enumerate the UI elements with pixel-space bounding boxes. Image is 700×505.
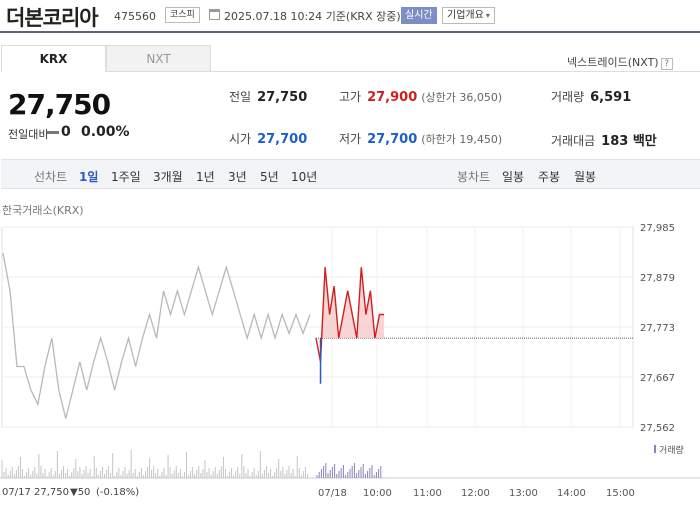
footer-prev-change: ▼50 <box>70 487 91 498</box>
stock-code: 475560 <box>114 10 156 23</box>
stock-name: 더본코리아 <box>6 6 99 30</box>
live-button[interactable]: 실시간 <box>401 7 437 24</box>
tab-divider <box>210 71 700 72</box>
chart-title: 한국거래소(KRX) <box>2 204 84 217</box>
change-value: 0 <box>61 124 71 140</box>
stat-low: 저가 27,700 (하한가 19,450) <box>339 132 503 147</box>
quote-timestamp: 2025.07.18 10:24 기준(KRX 장중) <box>224 10 401 23</box>
candle-monthly[interactable]: 월봉 <box>574 170 597 184</box>
footer-prev-close: 27,750 <box>34 487 69 498</box>
stat-volume: 거래량 6,591 <box>551 90 632 105</box>
calendar-icon <box>209 9 220 20</box>
x-tick-label: 07/18 <box>318 488 347 499</box>
nxt-trade-link[interactable]: 넥스트레이드(NXT)? <box>567 54 673 70</box>
change-label: 전일대비 <box>8 128 49 141</box>
candle-chart-label: 봉차트 <box>457 170 491 184</box>
footer-prev-change-pct: (-0.18%) <box>96 487 140 498</box>
stat-prev: 전일 27,750 <box>229 90 308 105</box>
period-1d[interactable]: 1일 <box>79 170 99 184</box>
period-5y[interactable]: 5년 <box>260 170 279 184</box>
y-tick-label: 27,773 <box>640 323 675 334</box>
period-1w[interactable]: 1주일 <box>111 170 141 184</box>
stat-high: 고가 27,900 (상한가 36,050) <box>339 90 503 105</box>
volume-legend-label: 거래량 <box>659 444 684 456</box>
x-tick-label: 11:00 <box>413 488 442 499</box>
chevron-down-icon: ▾ <box>485 11 490 20</box>
y-tick-label: 27,562 <box>640 423 675 434</box>
volume-legend-icon <box>654 445 656 453</box>
period-10y[interactable]: 10년 <box>291 170 318 184</box>
period-1y[interactable]: 1년 <box>196 170 215 184</box>
x-tick-label: 13:00 <box>509 488 538 499</box>
market-badge: 코스피 <box>165 7 200 23</box>
period-bar: 선차트 1일 1주일 3개월 1년 3년 5년 10년 봉차트 일봉 주봉 월봉 <box>1 159 700 189</box>
stock-header: 더본코리아 475560 코스피 2025.07.18 10:24 기준(KRX… <box>0 0 700 33</box>
stat-amount: 거래대금 183 백만 <box>551 134 657 149</box>
x-tick-label: 15:00 <box>606 488 635 499</box>
y-tick-label: 27,667 <box>640 373 675 384</box>
change-percent: 0.00% <box>81 124 130 140</box>
stat-open: 시가 27,700 <box>229 132 308 147</box>
candle-weekly[interactable]: 주봉 <box>538 170 561 184</box>
x-tick-label: 10:00 <box>363 488 392 499</box>
help-icon[interactable]: ? <box>660 58 673 70</box>
line-chart-label: 선차트 <box>34 170 68 184</box>
x-tick-label: 12:00 <box>461 488 490 499</box>
tab-krx[interactable]: KRX <box>1 45 106 72</box>
period-3m[interactable]: 3개월 <box>153 170 183 184</box>
tab-nxt[interactable]: NXT <box>106 45 211 72</box>
today-series <box>315 267 384 362</box>
period-3y[interactable]: 3년 <box>228 170 247 184</box>
candle-daily[interactable]: 일봉 <box>502 170 525 184</box>
x-tick-label: 14:00 <box>557 488 586 499</box>
prev-day-series <box>2 252 311 419</box>
y-tick-label: 27,879 <box>640 273 675 284</box>
flat-icon <box>47 131 59 134</box>
footer-prev-date: 07/17 <box>2 487 31 498</box>
y-tick-label: 27,985 <box>640 223 675 234</box>
current-price: 27,750 <box>8 88 111 121</box>
corp-info-button[interactable]: 기업개요 ▾ <box>442 7 495 24</box>
